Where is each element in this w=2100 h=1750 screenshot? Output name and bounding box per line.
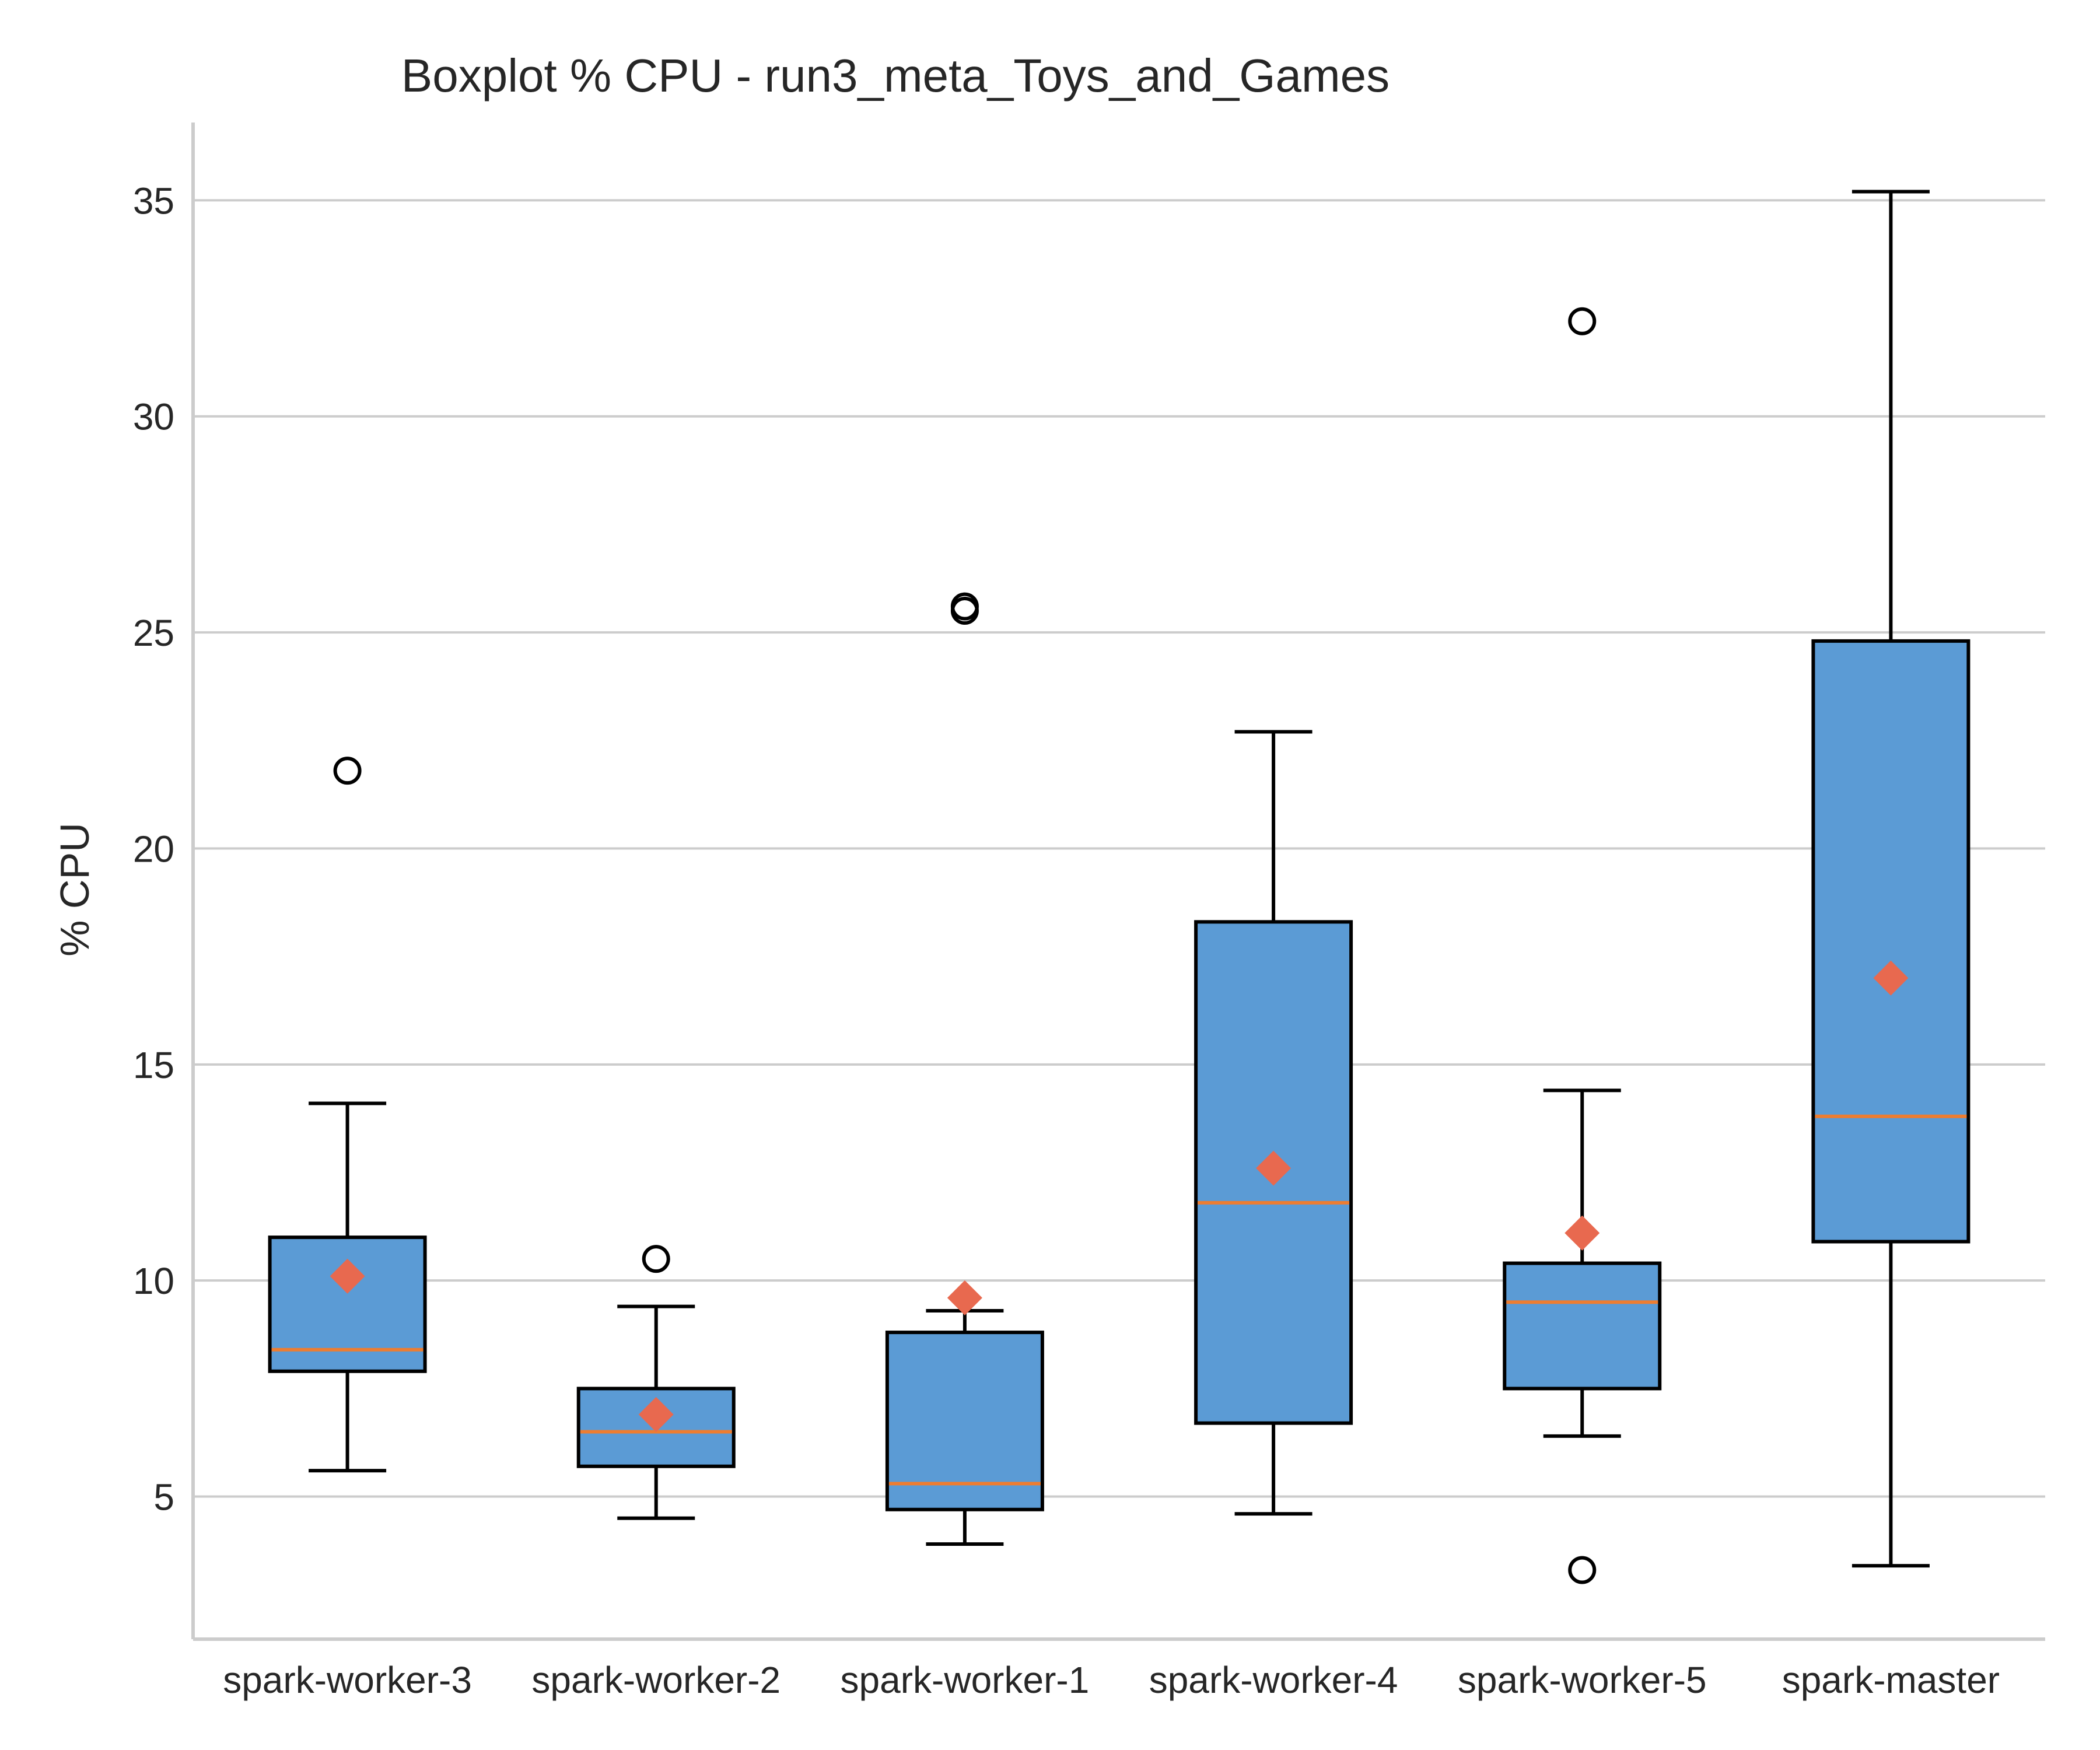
y-tick-label: 15 [133, 1044, 174, 1086]
mean-marker [638, 1396, 674, 1432]
y-tick-label: 5 [153, 1476, 174, 1518]
box-spark-worker-5 [1503, 307, 1662, 1584]
outlier-point [950, 592, 979, 621]
x-tick-label: spark-worker-1 [841, 1659, 1090, 1701]
box-spark-worker-4 [1194, 730, 1353, 1516]
x-tick-label: spark-worker-2 [531, 1659, 780, 1701]
y-tick-label: 20 [133, 828, 174, 870]
grid-lines [193, 199, 2045, 1498]
iqr-box [885, 1331, 1044, 1511]
mean-marker [1564, 1215, 1600, 1251]
mean-marker [330, 1258, 365, 1294]
mean-marker [1873, 960, 1909, 996]
chart-title: Boxplot % CPU - run3_meta_Toys_and_Games [401, 50, 1390, 102]
y-tick-label: 30 [133, 396, 174, 438]
mean-marker [1256, 1150, 1292, 1186]
y-tick-label: 25 [133, 612, 174, 654]
box-spark-worker-1 [885, 592, 1044, 1546]
outlier-point [1568, 307, 1597, 335]
x-tick-label: spark-master [1782, 1659, 2000, 1701]
x-tick-label: spark-worker-3 [223, 1659, 472, 1701]
outlier-point [1568, 1556, 1597, 1584]
y-tick-label: 10 [133, 1260, 174, 1302]
y-tick-label: 35 [133, 180, 174, 222]
boxes [268, 190, 1971, 1584]
outlier-point [642, 1245, 670, 1273]
iqr-box [1503, 1261, 1662, 1391]
mean-marker [947, 1280, 982, 1315]
box-spark-worker-3 [268, 757, 427, 1473]
box-spark-worker-2 [576, 1245, 736, 1520]
x-tick-label: spark-worker-4 [1149, 1659, 1398, 1701]
box-spark-master [1811, 190, 1971, 1568]
iqr-box [1811, 639, 1971, 1244]
outlier-point [333, 757, 362, 785]
x-axis-ticks: spark-worker-3 spark-worker-2 spark-worker… [223, 1659, 2000, 1701]
x-tick-label: spark-worker-5 [1458, 1659, 1707, 1701]
y-axis-ticks: 5 10 15 20 25 30 35 [133, 180, 174, 1518]
y-axis-label: % CPU [52, 822, 97, 956]
